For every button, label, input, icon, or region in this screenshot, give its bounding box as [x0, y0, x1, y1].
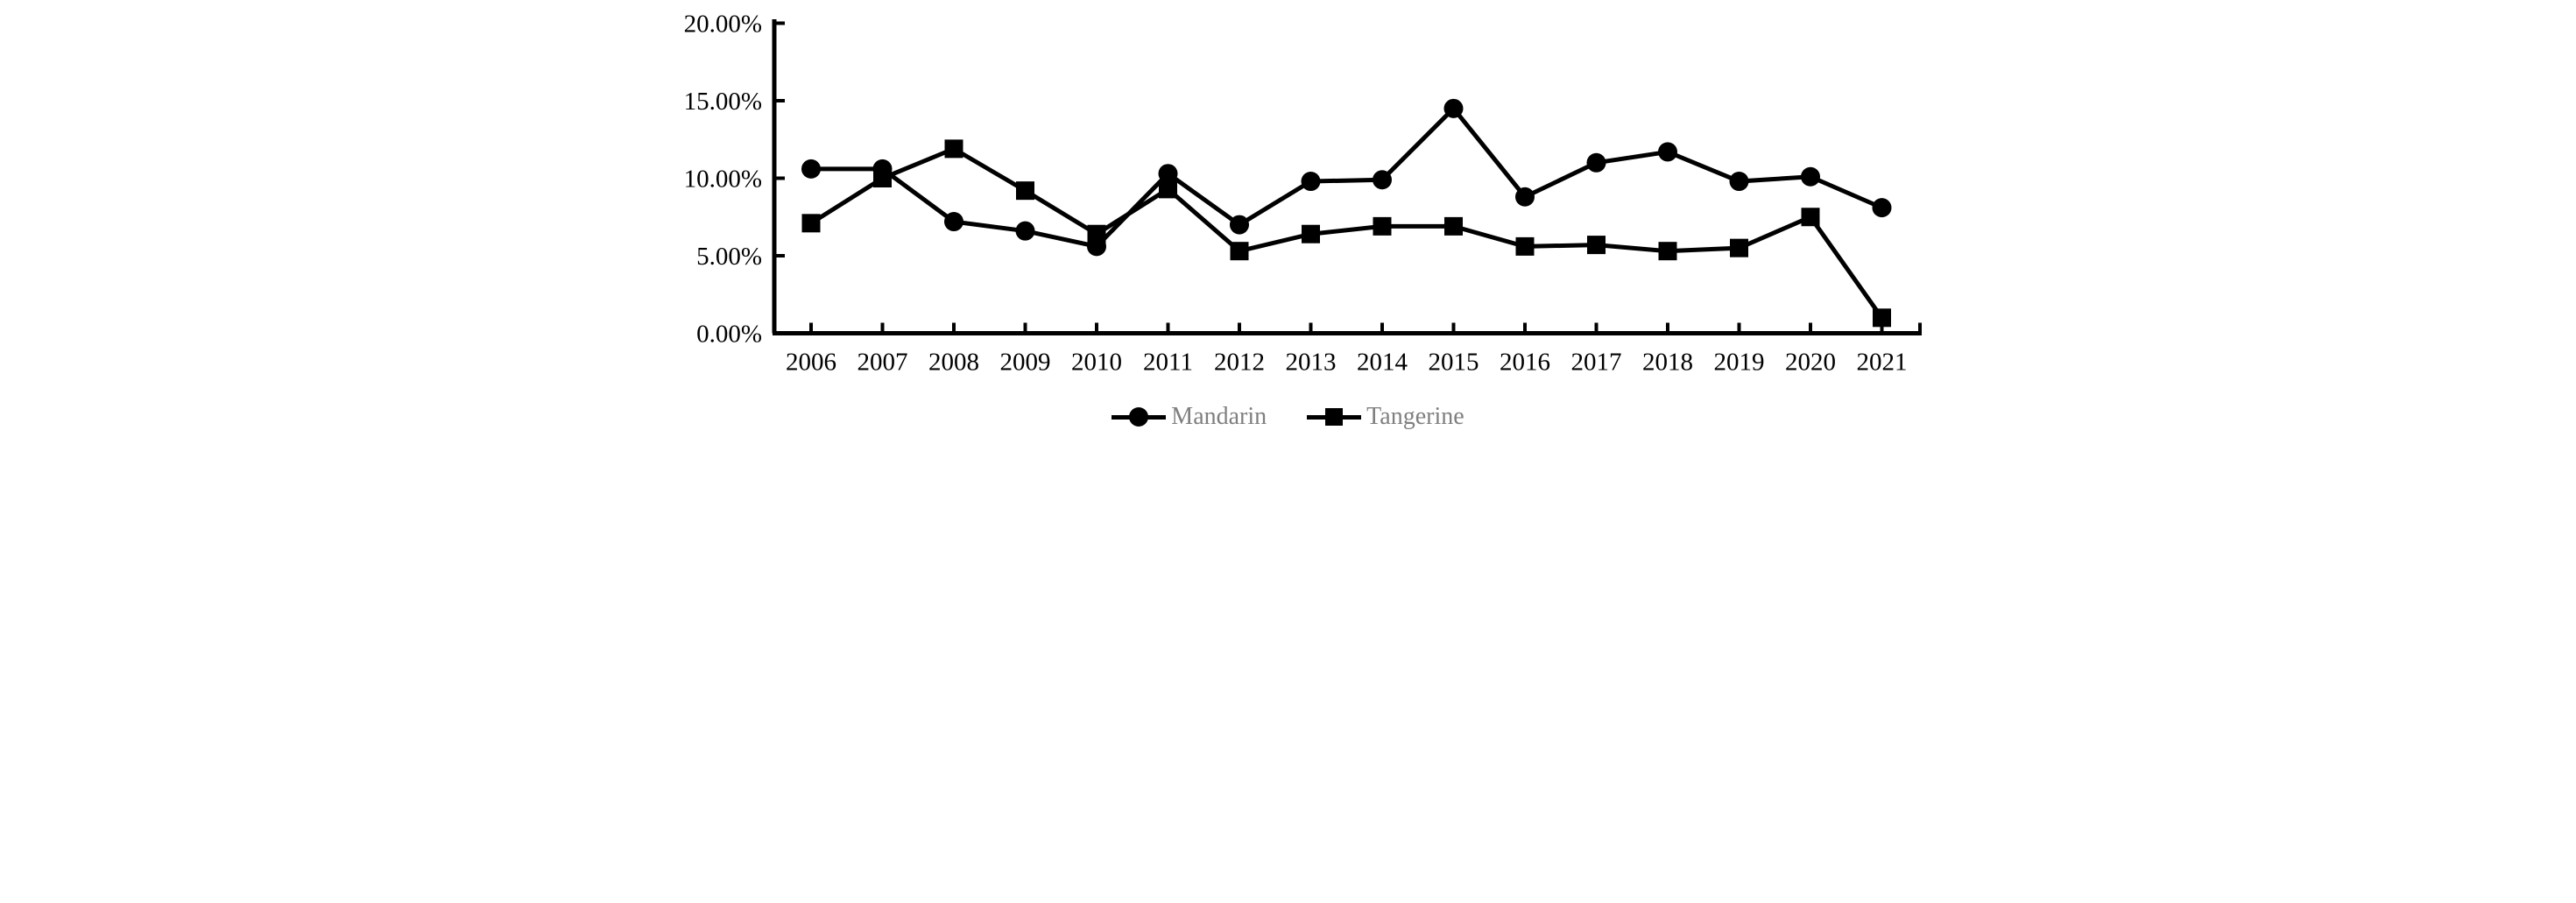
mandarin-point-2019 [1729, 172, 1748, 192]
x-axis-tick-label: 2018 [1642, 349, 1693, 377]
tangerine-point-2020 [1801, 208, 1819, 227]
legend: Mandarin Tangerine [645, 405, 1932, 429]
x-axis-tick-label: 2009 [999, 349, 1050, 377]
mandarin-point-2014 [1372, 170, 1392, 190]
mandarin-line [810, 105, 1882, 250]
tangerine-point-2015 [1443, 216, 1463, 236]
tangerine-point-2007 [872, 169, 892, 187]
mandarin-point-2011 [1158, 164, 1177, 184]
mandarin-point-2015 [1443, 98, 1463, 118]
tangerine-point-2017 [1586, 236, 1606, 255]
mandarin-line-marker-icon [1112, 406, 1167, 428]
legend-item-tangerine: Tangerine [1307, 405, 1464, 429]
x-axis-tick-label: 2017 [1570, 349, 1621, 377]
x-axis-tick-label: 2007 [857, 349, 907, 377]
tangerine-point-2009 [1015, 181, 1034, 201]
y-axis-tick-label: 15.00% [683, 88, 761, 116]
tangerine-point-2018 [1658, 242, 1676, 261]
tangerine-point-2012 [1230, 242, 1248, 261]
mandarin-point-2013 [1301, 172, 1320, 192]
mandarin-point-2021 [1872, 198, 1891, 218]
tangerine-point-2011 [1158, 180, 1177, 199]
x-axis-tick-label: 2016 [1500, 349, 1550, 377]
circle-marker-icon [1129, 407, 1149, 427]
x-axis-tick-label: 2006 [786, 349, 836, 377]
legend-label-tangerine: Tangerine [1366, 403, 1464, 430]
y-axis-tick-label: 10.00% [683, 166, 761, 194]
tangerine-point-2008 [944, 139, 963, 159]
x-axis-tick-label: 2014 [1357, 349, 1408, 377]
tangerine-point-2019 [1729, 238, 1748, 257]
x-axis-tick-label: 2013 [1285, 349, 1336, 377]
y-axis-tick-label: 20.00% [683, 11, 761, 39]
tangerine-point-2013 [1301, 224, 1320, 243]
y-axis-tick-label: 5.00% [696, 243, 762, 271]
tangerine-point-2016 [1515, 236, 1534, 256]
tangerine-point-2014 [1373, 216, 1391, 236]
tangerine-line [809, 146, 1884, 320]
mandarin-point-2009 [1015, 221, 1034, 241]
square-marker-icon [1325, 408, 1344, 426]
x-axis-tick-label: 2020 [1785, 349, 1836, 377]
tangerine-point-2010 [1087, 224, 1105, 243]
mandarin-point-2018 [1657, 142, 1677, 162]
mandarin-point-2016 [1514, 187, 1535, 207]
line-chart: 0.00% 5.00% 10.00% 15.00% 20.00% 2006 2007 2008… [644, 0, 1932, 451]
x-axis-tick-label: 2010 [1071, 349, 1122, 377]
legend-label-mandarin: Mandarin [1171, 403, 1267, 430]
x-axis-tick-label: 2021 [1856, 349, 1907, 377]
tangerine-point-2006 [801, 214, 820, 233]
mandarin-point-2020 [1800, 166, 1820, 187]
mandarin-point-2012 [1229, 215, 1249, 235]
mandarin-point-2006 [801, 159, 821, 179]
x-axis-tick-label: 2015 [1428, 349, 1479, 377]
legend-item-mandarin: Mandarin [1112, 405, 1267, 429]
mandarin-point-2017 [1586, 152, 1606, 173]
plot-area: 0.00% 5.00% 10.00% 15.00% 20.00% 2006 2007 2008… [683, 11, 1922, 377]
tangerine-point-2021 [1872, 308, 1891, 328]
x-axis-tick-label: 2008 [928, 349, 979, 377]
y-axis-tick-label: 0.00% [696, 321, 762, 349]
tangerine-line-marker-icon [1307, 406, 1362, 428]
x-axis-tick-label: 2011 [1143, 349, 1193, 377]
x-axis-tick-label: 2012 [1214, 349, 1265, 377]
mandarin-point-2008 [943, 212, 963, 232]
x-axis-tick-label: 2019 [1713, 349, 1764, 377]
